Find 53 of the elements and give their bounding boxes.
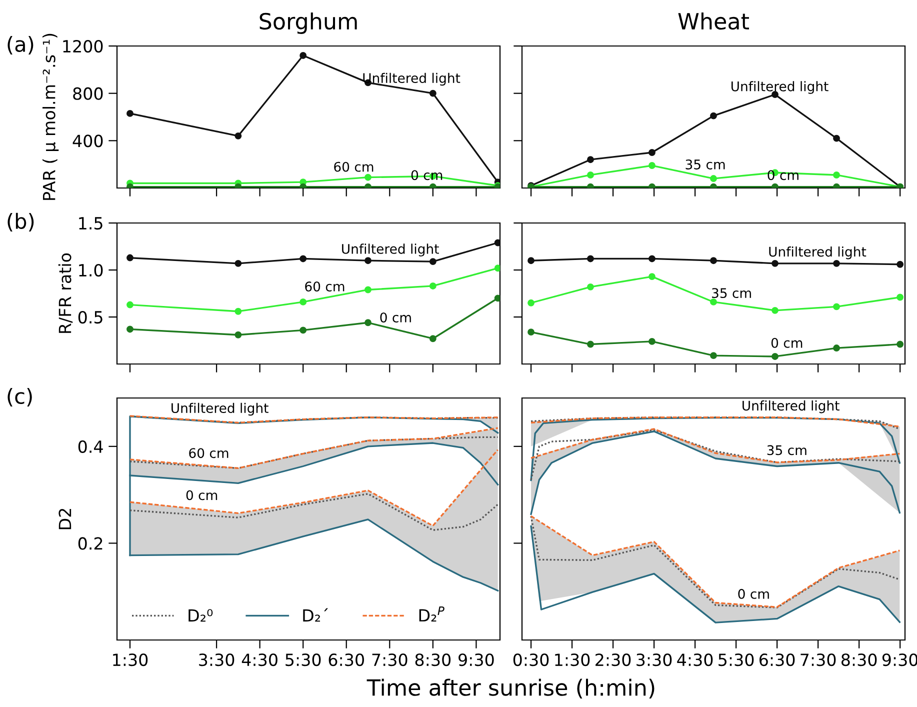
annotation: Unfiltered light: [342, 244, 439, 256]
y-tick-label: 1.0: [79, 264, 103, 277]
y-tick-label: 0.2: [78, 537, 102, 550]
y-axis-title: R/FR ratio: [58, 253, 73, 333]
annotation: 60 cm: [334, 162, 374, 172]
text: (a): [8, 36, 34, 54]
x-tick-label: 9:30: [458, 653, 494, 666]
annotation: Unfiltered light: [363, 72, 460, 86]
annotation: 60 cm: [189, 448, 228, 458]
chart-title: Wheat: [678, 12, 749, 30]
x-tick-label: 8:30: [415, 653, 451, 666]
annotation: 0 cm: [380, 312, 411, 322]
legend-label: D₂´: [303, 608, 328, 622]
x-tick-label: 5:30: [718, 653, 754, 666]
text: (b): [8, 212, 34, 232]
x-tick-label: 0:30: [513, 653, 549, 666]
annotation: Unfiltered light: [769, 246, 866, 260]
legend-label: D₂⁰: [188, 609, 213, 622]
x-tick-label: 4:30: [677, 653, 713, 666]
x-axis-title: Time after sunrise (h:min): [366, 678, 654, 699]
x-tick-label: 2:30: [596, 653, 631, 666]
annotation: 35 cm: [712, 288, 751, 298]
y-tick-label: 800: [73, 87, 103, 100]
y-tick-label: 0.4: [78, 440, 103, 453]
annotation: 60 cm: [305, 281, 344, 292]
annotation: 0 cm: [738, 588, 769, 599]
text: (c): [8, 388, 32, 406]
x-tick-label: 3:30: [636, 653, 672, 666]
x-tick-label: 7:30: [372, 653, 408, 666]
annotation: 35 cm: [686, 159, 725, 170]
annotation: 0 cm: [186, 490, 218, 500]
chart-title: Sorghum: [260, 12, 357, 34]
y-axis-title: D2: [58, 508, 72, 530]
legend-label: D₂$^{P}$: [419, 606, 444, 622]
x-tick-label: 3:30: [199, 653, 234, 666]
x-tick-label: 5:30: [286, 653, 321, 666]
x-tick-label: 6:30: [760, 653, 795, 666]
annotation: 0 cm: [771, 338, 802, 348]
x-tick-label: 1:30: [555, 653, 590, 666]
x-tick-label: 7:30: [800, 653, 836, 666]
annotation: 35 cm: [767, 445, 806, 456]
x-tick-label: 8:30: [841, 653, 877, 666]
y-tick-label: 0.5: [78, 310, 102, 324]
y-tick-label: 1200: [63, 40, 103, 53]
annotation: Unfiltered light: [742, 400, 840, 414]
annotation: Unfiltered light: [731, 81, 828, 94]
x-tick-label: 1:30: [113, 653, 148, 666]
y-axis-title: PAR ( μ mol.m⁻².s⁻¹): [42, 34, 59, 200]
y-tick-label: 400: [72, 134, 103, 148]
y-tick-label: 1.5: [79, 217, 102, 230]
x-tick-label: 6:30: [328, 653, 364, 666]
x-tick-label: 4:30: [242, 653, 278, 666]
annotation: Unfiltered light: [172, 402, 268, 416]
